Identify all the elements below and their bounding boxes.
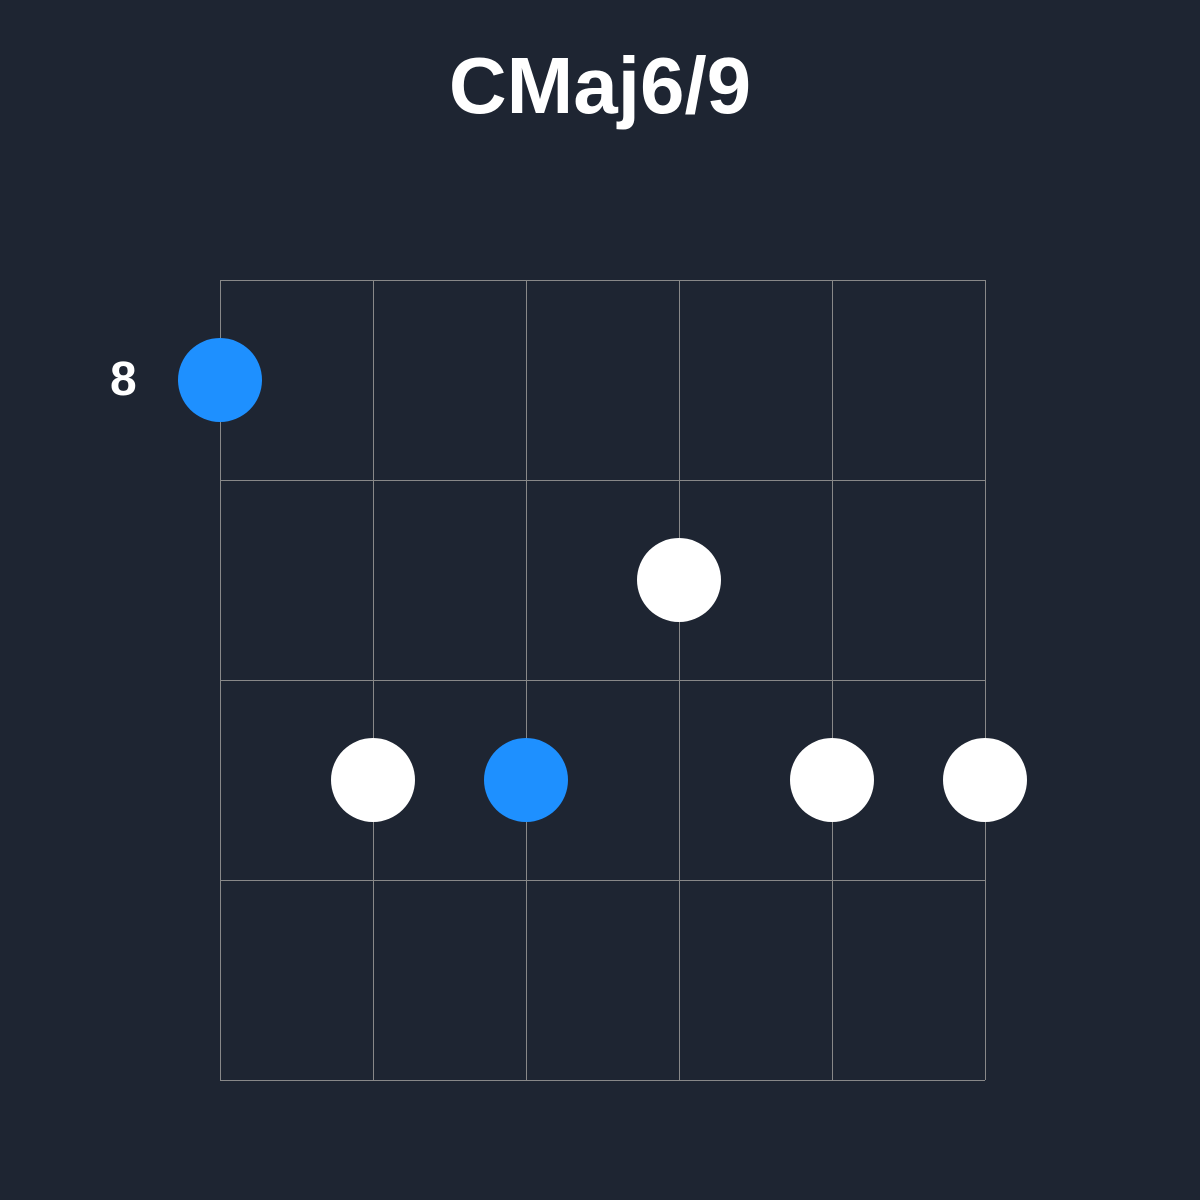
finger-dot bbox=[637, 538, 721, 622]
finger-dot bbox=[331, 738, 415, 822]
fretboard bbox=[220, 280, 985, 1080]
finger-dot bbox=[484, 738, 568, 822]
fret-line bbox=[220, 880, 985, 881]
finger-dot bbox=[943, 738, 1027, 822]
finger-dot bbox=[178, 338, 262, 422]
fret-line bbox=[220, 1080, 985, 1081]
fret-line bbox=[220, 680, 985, 681]
chord-title: CMaj6/9 bbox=[0, 40, 1200, 132]
fret-line bbox=[220, 480, 985, 481]
finger-dot bbox=[790, 738, 874, 822]
fret-line bbox=[220, 280, 985, 281]
string-line bbox=[985, 280, 986, 1080]
starting-fret-label: 8 bbox=[110, 352, 137, 407]
